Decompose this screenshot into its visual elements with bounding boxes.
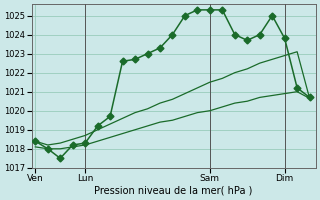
X-axis label: Pression niveau de la mer( hPa ): Pression niveau de la mer( hPa ) [94, 186, 253, 196]
